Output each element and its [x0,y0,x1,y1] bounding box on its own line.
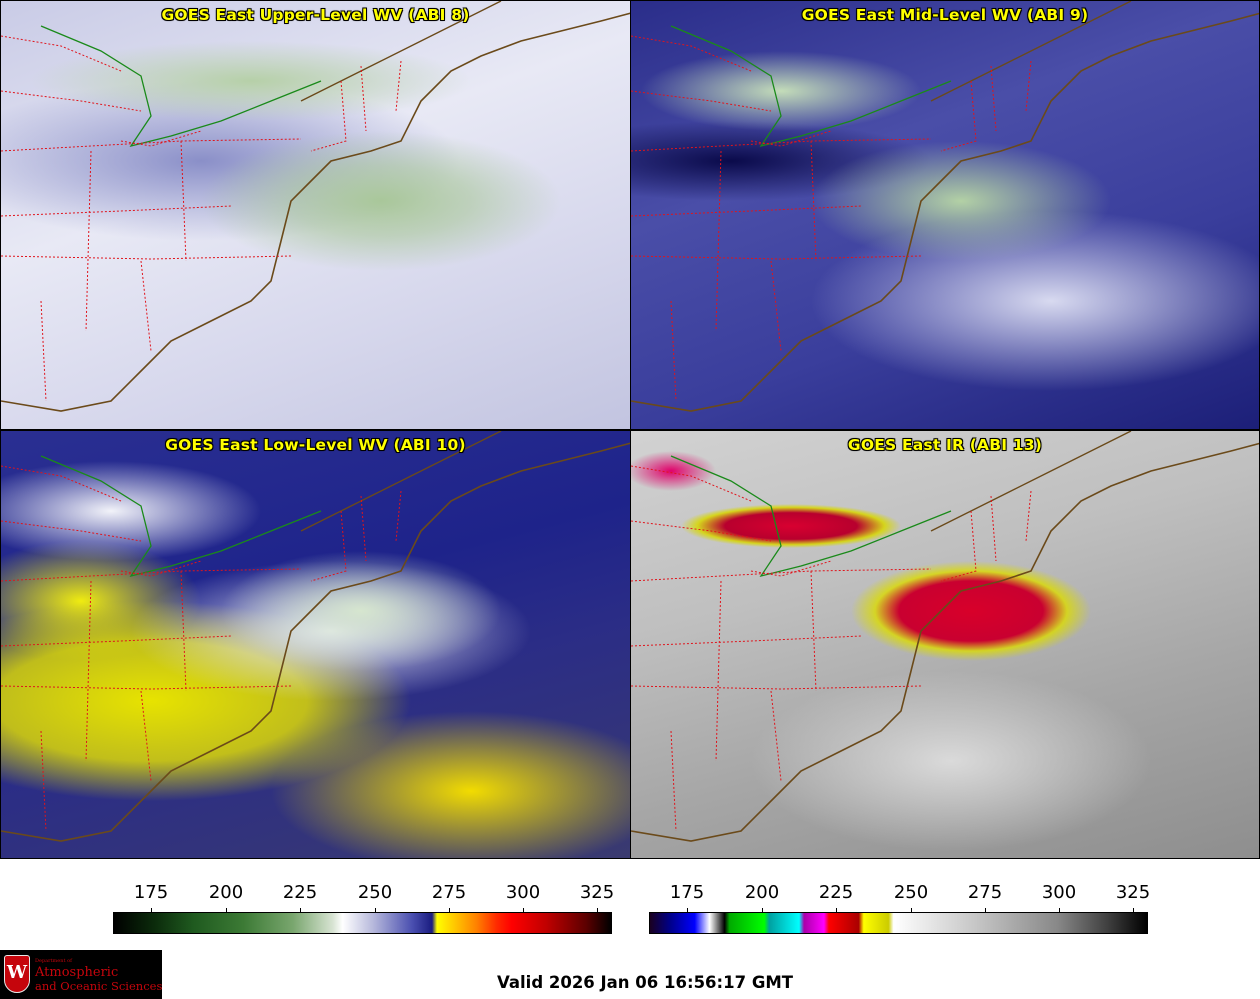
mid-level-wv-panel: GOES East Mid-Level WV (ABI 9) [630,0,1260,430]
tick-label: 275 [431,882,467,903]
ir-colorbar: 175 200 225 250 275 300 325 [649,878,1151,934]
coastline [300,431,502,532]
colorbar-ticks: 175 200 225 250 275 300 325 [649,878,1151,913]
logo-name-line1: Atmospheric [35,965,119,980]
tick-mark [911,908,912,913]
coastline [930,431,1132,532]
tick-label: 250 [357,882,393,903]
panel-title: GOES East Mid-Level WV (ABI 9) [801,6,1089,24]
panel-title: GOES East IR (ABI 13) [847,436,1043,454]
country-border [670,25,952,148]
tick-mark [523,908,524,913]
tick-mark [597,908,598,913]
upper-level-wv-panel: GOES East Upper-Level WV (ABI 8) [0,0,631,430]
panel-title: GOES East Upper-Level WV (ABI 8) [161,6,470,24]
tick-mark [1133,908,1134,913]
coastline [930,1,1132,102]
panel-title: GOES East Low-Level WV (ABI 10) [165,436,466,454]
ir-color-scale [649,912,1148,934]
map-overlay [1,1,630,412]
tick-label: 300 [505,882,541,903]
map-overlay [1,431,630,842]
coastline [300,1,502,102]
state-borders [631,60,1032,402]
coastline [631,12,1259,412]
tick-mark [687,908,688,913]
country-border [40,455,322,578]
tick-mark [151,908,152,913]
tick-mark [762,908,763,913]
valid-time-label: Valid 2026 Jan 06 16:56:17 GMT [497,973,794,992]
great-lakes [631,465,832,577]
state-borders [631,490,1032,832]
state-borders [1,60,402,402]
uw-crest-icon: W [4,955,30,993]
tick-mark [226,908,227,913]
tick-label: 300 [1041,882,1077,903]
great-lakes [631,35,832,147]
wv-colorbar: 175 200 225 250 275 300 325 [113,878,615,934]
tick-label: 225 [282,882,318,903]
wv-color-scale [113,912,612,934]
tick-label: 325 [1115,882,1151,903]
tick-mark [449,908,450,913]
tick-mark [1059,908,1060,913]
tick-label: 200 [744,882,780,903]
tick-mark [985,908,986,913]
country-border [670,455,952,578]
tick-mark [300,908,301,913]
logo-department-text: Department of [35,958,72,964]
great-lakes [1,35,202,147]
tick-mark [836,908,837,913]
aos-logo: W Department of Atmospheric and Oceanic … [0,950,162,999]
tick-label: 325 [579,882,615,903]
great-lakes [1,465,202,577]
tick-label: 175 [133,882,169,903]
map-overlay [631,431,1259,842]
tick-label: 200 [208,882,244,903]
tick-label: 275 [967,882,1003,903]
state-borders [1,490,402,832]
map-overlay [631,1,1259,412]
colorbar-ticks: 175 200 225 250 275 300 325 [113,878,615,913]
tick-label: 225 [818,882,854,903]
coastline [631,442,1259,842]
coastline [1,12,630,412]
low-level-wv-panel: GOES East Low-Level WV (ABI 10) [0,430,631,859]
logo-name-line2: and Oceanic Sciences [35,979,163,993]
tick-label: 250 [893,882,929,903]
tick-mark [375,908,376,913]
ir-panel: GOES East IR (ABI 13) [630,430,1260,859]
coastline [1,442,630,842]
country-border [40,25,322,148]
tick-label: 175 [669,882,705,903]
